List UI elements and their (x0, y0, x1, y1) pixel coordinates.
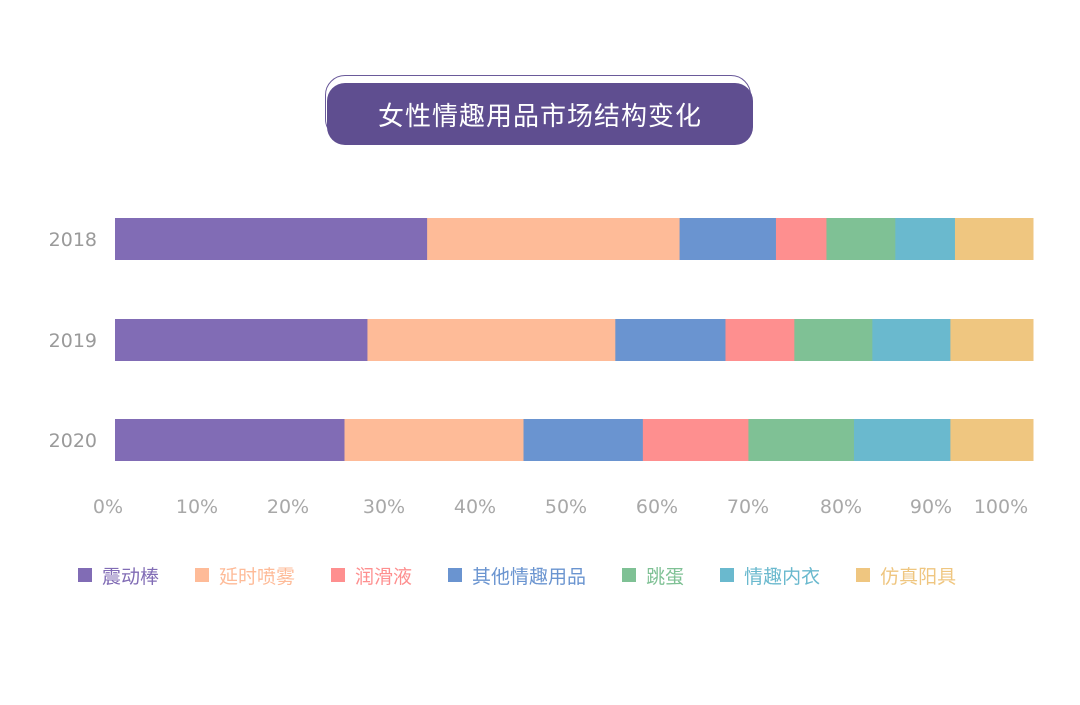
x-tick-label: 10% (176, 496, 218, 518)
legend-label: 润滑液 (355, 565, 413, 588)
bar-2019-series-5 (872, 319, 951, 361)
y-tick-label: 2018 (49, 229, 97, 251)
legend-item: 情趣内衣 (720, 562, 820, 589)
x-tick-label: 60% (636, 496, 678, 518)
bar-2020-series-6 (950, 419, 1034, 461)
bar-2019-series-3 (725, 319, 795, 361)
x-tick-label: 90% (910, 496, 952, 518)
chart-title: 女性情趣用品市场结构变化 (327, 83, 753, 145)
legend-swatch (195, 568, 210, 582)
bar-2019-series-6 (950, 319, 1034, 361)
x-tick-label: 0% (93, 496, 123, 518)
bar-2020-series-0 (115, 419, 345, 461)
bar-2020-series-1 (344, 419, 525, 461)
legend-swatch (720, 568, 735, 582)
legend-label: 延时喷雾 (219, 565, 296, 588)
legend-label: 跳蛋 (646, 565, 685, 588)
legend-item: 润滑液 (331, 562, 412, 589)
x-tick-label: 100% (974, 496, 1028, 518)
bar-2018-series-3 (775, 218, 827, 260)
bar-2020-series-3 (642, 419, 749, 461)
bar-2020-series-2 (523, 419, 644, 461)
legend-label: 震动棒 (102, 565, 160, 588)
legend-swatch (448, 568, 463, 582)
bar-2020-series-5 (853, 419, 951, 461)
bar-2020-series-4 (748, 419, 855, 461)
legend-swatch (78, 568, 92, 582)
bar-2018-series-6 (954, 218, 1034, 260)
x-tick-label: 40% (454, 496, 496, 518)
bar-2019-series-1 (367, 319, 616, 361)
legend-label: 情趣内衣 (744, 565, 821, 588)
chart-title-box: 女性情趣用品市场结构变化 (325, 75, 755, 145)
legend-item: 延时喷雾 (195, 562, 295, 589)
x-tick-label: 20% (267, 496, 309, 518)
y-tick-label: 2020 (49, 430, 97, 452)
bar-2019-series-4 (794, 319, 873, 361)
legend-item: 跳蛋 (622, 562, 684, 589)
legend-item: 其他情趣用品 (448, 562, 586, 589)
legend-swatch (622, 568, 637, 582)
chart-legend: 震动棒 延时喷雾 润滑液 其他情趣用品 跳蛋 情趣内衣 仿真阳具 (78, 560, 1058, 590)
x-tick-label: 50% (545, 496, 587, 518)
legend-swatch (856, 568, 871, 582)
x-tick-label: 30% (363, 496, 405, 518)
y-tick-label: 2019 (49, 330, 97, 352)
legend-item: 仿真阳具 (856, 562, 956, 589)
legend-label: 仿真阳具 (880, 565, 957, 588)
bar-2018-series-2 (679, 218, 777, 260)
bar-2019-series-2 (615, 319, 726, 361)
bar-2018-series-5 (895, 218, 956, 260)
x-tick-label: 70% (727, 496, 769, 518)
legend-label: 其他情趣用品 (472, 565, 587, 588)
bar-2018-series-0 (115, 218, 428, 260)
legend-item: 震动棒 (78, 562, 159, 589)
legend-swatch (331, 568, 346, 582)
bar-2019-series-0 (115, 319, 368, 361)
x-tick-label: 80% (820, 496, 862, 518)
bar-2018-series-1 (427, 218, 681, 260)
bar-2018-series-4 (826, 218, 896, 260)
